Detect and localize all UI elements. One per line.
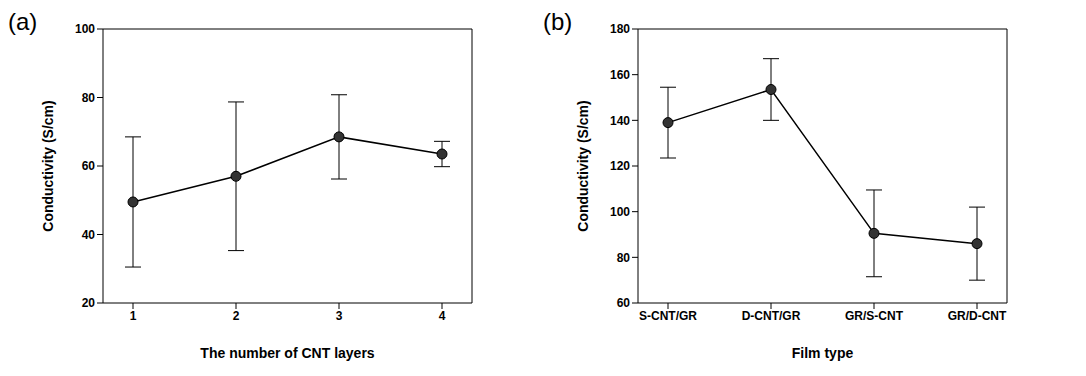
svg-text:2: 2 xyxy=(233,309,240,323)
svg-text:D-CNT/GR: D-CNT/GR xyxy=(742,309,801,323)
svg-text:S-CNT/GR: S-CNT/GR xyxy=(639,309,697,323)
svg-text:160: 160 xyxy=(610,68,630,82)
svg-text:Conductivity (S/cm): Conductivity (S/cm) xyxy=(40,100,56,231)
svg-text:60: 60 xyxy=(617,296,631,310)
svg-text:100: 100 xyxy=(610,205,630,219)
svg-text:40: 40 xyxy=(82,228,96,242)
svg-text:4: 4 xyxy=(439,309,446,323)
svg-text:20: 20 xyxy=(82,296,96,310)
svg-text:3: 3 xyxy=(336,309,343,323)
svg-text:60: 60 xyxy=(82,159,96,173)
svg-text:80: 80 xyxy=(82,91,96,105)
html-text:(a): (a) xyxy=(8,8,38,35)
svg-text:140: 140 xyxy=(610,114,630,128)
svg-text:Conductivity (S/cm): Conductivity (S/cm) xyxy=(575,100,591,231)
svg-text:GR/S-CNT: GR/S-CNT xyxy=(845,309,904,323)
svg-text:1: 1 xyxy=(130,309,137,323)
svg-text:GR/D-CNT: GR/D-CNT xyxy=(948,309,1007,323)
svg-text:Film type: Film type xyxy=(792,345,854,361)
svg-text:The number of CNT layers: The number of CNT layers xyxy=(200,345,374,361)
svg-text:80: 80 xyxy=(617,251,631,265)
svg-text:100: 100 xyxy=(75,22,95,36)
svg-text:180: 180 xyxy=(610,22,630,36)
html-text:(b): (b) xyxy=(543,8,573,35)
svg-text:120: 120 xyxy=(610,159,630,173)
